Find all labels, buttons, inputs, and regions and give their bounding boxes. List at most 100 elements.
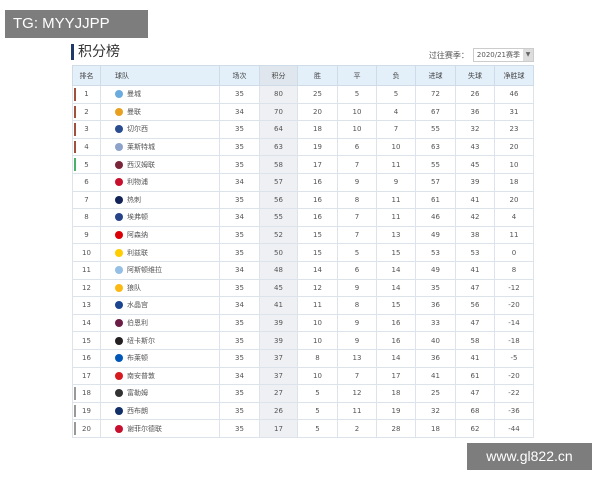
cell-pts: 41	[259, 296, 298, 315]
d-value: 7	[354, 231, 360, 240]
table-row[interactable]: 20 谢菲尔德联 35 17 5 2 28 18 62 -44	[72, 419, 534, 438]
rank-value: 6	[84, 178, 89, 187]
cell-gf: 46	[415, 208, 456, 227]
p-value: 35	[235, 424, 244, 433]
rank-value: 14	[82, 319, 91, 328]
cell-p: 35	[219, 278, 260, 298]
cell-team[interactable]: 利兹联	[100, 243, 220, 262]
team-value: 莱斯特城	[127, 143, 155, 152]
cell-w: 18	[297, 120, 338, 139]
table-row[interactable]: 16 布莱顿 35 37 8 13 14 36 41 -5	[72, 348, 534, 368]
table-row[interactable]: 11 阿斯顿维拉 34 48 14 6 14 49 41 8	[72, 260, 534, 280]
l-value: 14	[391, 283, 401, 292]
cell-team[interactable]: 西汉姆联	[100, 155, 220, 174]
chevron-down-icon[interactable]: ▼	[523, 49, 533, 61]
cell-d: 11	[337, 401, 377, 421]
table-row[interactable]: 5 西汉姆联 35 58 17 7 11 55 45 10	[72, 155, 534, 174]
column-header[interactable]: 负	[376, 65, 416, 86]
table-row[interactable]: 19 西布朗 35 26 5 11 19 32 68 -36	[72, 401, 534, 421]
cell-team[interactable]: 阿斯顿维拉	[100, 260, 220, 280]
gd-value: 20	[509, 195, 519, 204]
w-value: 25	[313, 90, 322, 99]
table-row[interactable]: 6 利物浦 34 57 16 9 9 57 39 18	[72, 172, 534, 192]
column-header[interactable]: 进球	[415, 65, 456, 86]
rank-value: 17	[82, 371, 91, 380]
cell-team[interactable]: 西布朗	[100, 401, 220, 421]
cell-team[interactable]: 莱斯特城	[100, 137, 220, 157]
cell-team[interactable]: 南安普敦	[100, 366, 220, 386]
table-row[interactable]: 17 南安普敦 34 37 10 7 17 41 61 -20	[72, 366, 534, 386]
cell-team[interactable]: 热刺	[100, 190, 220, 210]
cell-pts: 48	[259, 260, 298, 280]
table-row[interactable]: 12 狼队 35 45 12 9 14 35 47 -12	[72, 278, 534, 298]
table-row[interactable]: 1 曼城 35 80 25 5 5 72 26 46	[72, 85, 534, 104]
column-header[interactable]: 场次	[219, 65, 260, 86]
team-value: 水晶宫	[127, 301, 148, 310]
ga-value: 62	[470, 424, 480, 433]
team-value: 利物浦	[127, 178, 148, 187]
gd-value: -22	[508, 389, 520, 398]
cell-team[interactable]: 谢菲尔德联	[100, 419, 220, 438]
pts-value: 50	[274, 248, 283, 257]
column-header[interactable]: 胜	[297, 65, 338, 86]
cell-team[interactable]: 狼队	[100, 278, 220, 298]
d-value: 9	[354, 178, 360, 187]
rank-value: 2	[84, 107, 89, 116]
cell-team[interactable]: 埃弗顿	[100, 208, 220, 227]
column-header[interactable]: 球队	[100, 65, 220, 86]
cell-team[interactable]: 切尔西	[100, 120, 220, 139]
cell-pts: 56	[259, 190, 298, 210]
w-value: 10	[313, 319, 322, 328]
cell-ga: 43	[455, 137, 495, 157]
ga-value: 47	[470, 389, 480, 398]
column-header[interactable]: 积分	[259, 65, 298, 86]
cell-ga: 32	[455, 120, 495, 139]
l-value: 19	[391, 406, 401, 415]
cell-ga: 47	[455, 384, 495, 403]
l-value: 11	[391, 213, 401, 222]
column-header[interactable]: 净胜球	[494, 65, 534, 86]
cell-pts: 57	[259, 172, 298, 192]
pts-value: 56	[274, 195, 283, 204]
season-dropdown[interactable]: 2020/21赛季 ▼	[472, 48, 534, 62]
cell-team[interactable]: 曼城	[100, 85, 220, 104]
cell-team[interactable]: 纽卡斯尔	[100, 331, 220, 350]
cell-d: 12	[337, 384, 377, 403]
table-row[interactable]: 2 曼联 34 70 20 10 4 67 36 31	[72, 102, 534, 122]
cell-p: 34	[219, 208, 260, 227]
team-crest-icon	[115, 389, 123, 398]
d-value: 12	[352, 389, 362, 398]
table-row[interactable]: 3 切尔西 35 64 18 10 7 55 32 23	[72, 120, 534, 139]
cell-team[interactable]: 曼联	[100, 102, 220, 122]
cell-l: 11	[376, 208, 416, 227]
cell-gd: -14	[494, 313, 534, 333]
table-row[interactable]: 14 伯恩利 35 39 10 9 16 33 47 -14	[72, 313, 534, 333]
cell-team[interactable]: 利物浦	[100, 172, 220, 192]
table-row[interactable]: 9 阿森纳 35 52 15 7 13 49 38 11	[72, 225, 534, 245]
cell-team[interactable]: 富勒姆	[100, 384, 220, 403]
cell-w: 10	[297, 366, 338, 386]
cell-team[interactable]: 阿森纳	[100, 225, 220, 245]
d-value: 11	[352, 406, 362, 415]
table-row[interactable]: 8 埃弗顿 34 55 16 7 11 46 42 4	[72, 208, 534, 227]
table-row[interactable]: 4 莱斯特城 35 63 19 6 10 63 43 20	[72, 137, 534, 157]
table-row[interactable]: 18 富勒姆 35 27 5 12 18 25 47 -22	[72, 384, 534, 403]
cell-rank: 20	[72, 419, 101, 438]
column-header[interactable]: 失球	[455, 65, 495, 86]
cell-team[interactable]: 伯恩利	[100, 313, 220, 333]
rank-value: 20	[82, 424, 91, 433]
cell-pts: 70	[259, 102, 298, 122]
cell-d: 7	[337, 208, 377, 227]
table-row[interactable]: 10 利兹联 35 50 15 5 15 53 53 0	[72, 243, 534, 262]
cell-l: 7	[376, 120, 416, 139]
column-header[interactable]: 平	[337, 65, 377, 86]
cell-team[interactable]: 布莱顿	[100, 348, 220, 368]
table-row[interactable]: 13 水晶宫 34 41 11 8 15 36 56 -20	[72, 296, 534, 315]
gd-value: 23	[509, 125, 519, 134]
table-row[interactable]: 15 纽卡斯尔 35 39 10 9 16 40 58 -18	[72, 331, 534, 350]
season-selector: 过往赛季： 2020/21赛季 ▼	[429, 48, 534, 62]
table-row[interactable]: 7 热刺 35 56 16 8 11 61 41 20	[72, 190, 534, 210]
column-header[interactable]: 排名	[72, 65, 101, 86]
cell-team[interactable]: 水晶宫	[100, 296, 220, 315]
cell-l: 10	[376, 137, 416, 157]
